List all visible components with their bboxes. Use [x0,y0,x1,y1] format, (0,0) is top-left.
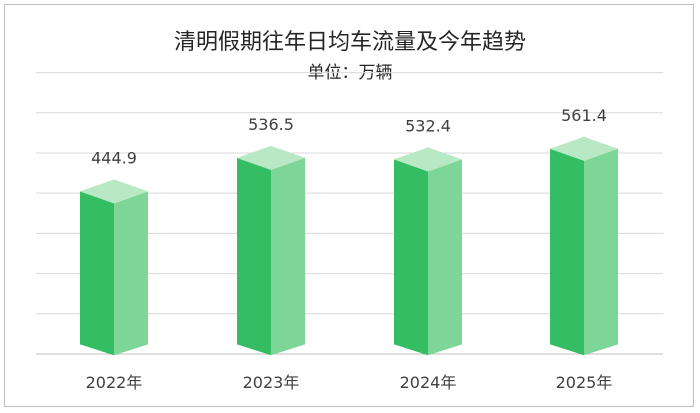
data-label: 444.9 [91,148,137,167]
bar-front-face [394,159,428,356]
bar-top-face [394,147,462,172]
bar [237,145,305,356]
x-tick-label: 2025年 [556,373,613,392]
value-labels: 444.9 536.5 532.4 561.4 [91,106,607,168]
bar [80,179,148,356]
x-tick-label: 2022年 [86,373,143,392]
x-tick-label: 2023年 [243,373,300,392]
bars [80,136,618,356]
bar-top-face [550,136,618,161]
bar-front-face [237,157,271,356]
chart-title: 清明假期往年日均车流量及今年趋势 [173,30,526,55]
x-tick-labels: 2022年 2023年 2024年 2025年 [86,373,613,392]
x-tick-label: 2024年 [400,373,457,392]
data-label: 536.5 [248,115,294,134]
data-label: 532.4 [405,116,451,135]
bar-side-face [271,157,305,356]
bar [550,136,618,356]
bar-front-face [80,191,114,356]
bar-side-face [114,191,148,356]
bar-front-face [550,148,584,356]
bar-top-face [237,145,305,170]
bar [394,147,462,356]
bar-side-face [584,148,618,356]
data-label: 561.4 [561,106,607,125]
bar-top-face [80,179,148,204]
bar-side-face [428,159,462,356]
